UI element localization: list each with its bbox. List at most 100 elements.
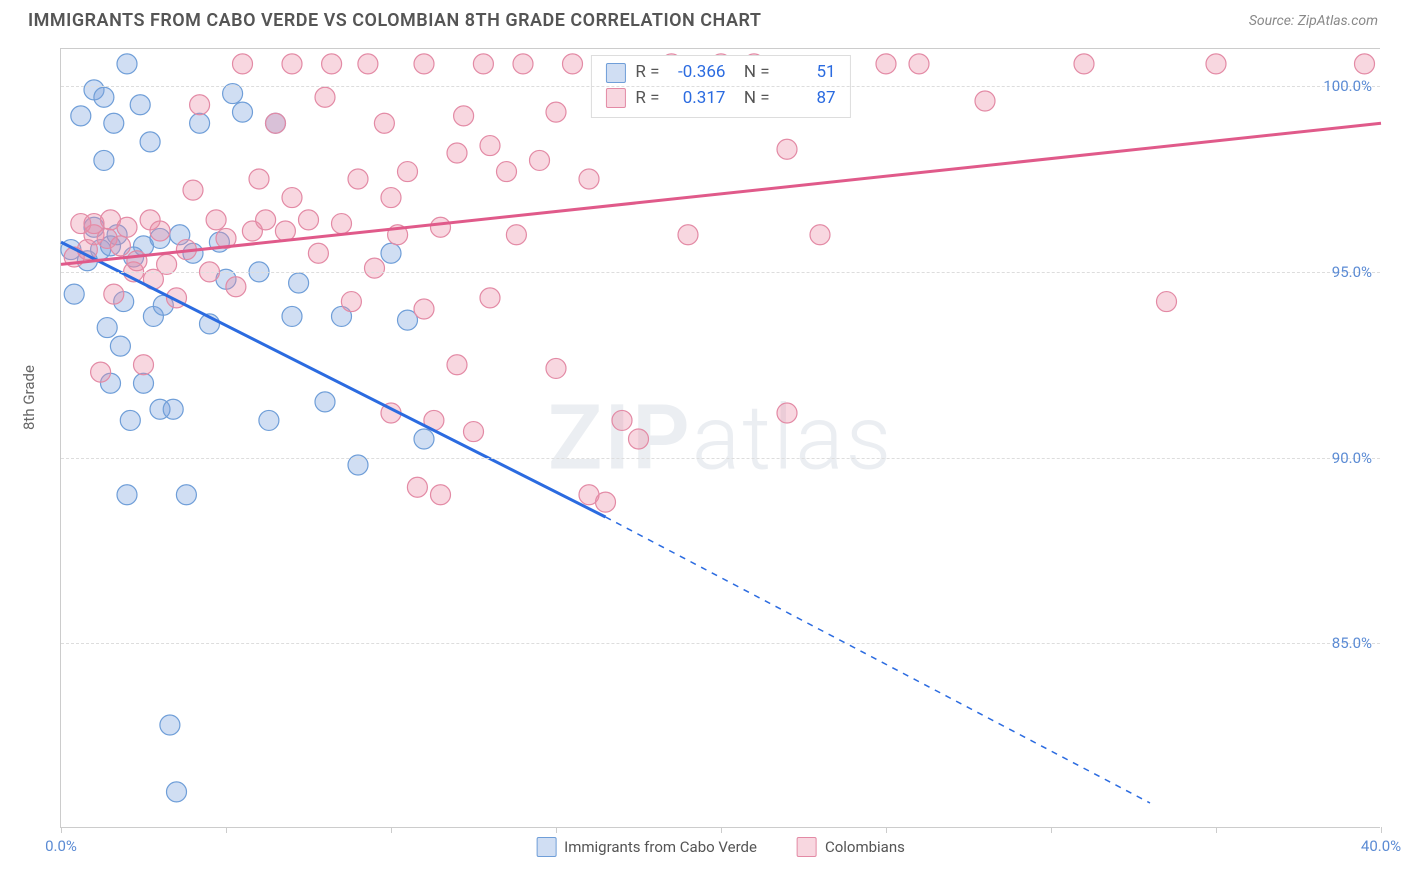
x-tick [391,827,392,833]
data-point [629,429,649,449]
data-point [233,102,253,122]
gridline [61,458,1380,459]
legend-item-0: Immigrants from Cabo Verde [536,837,757,857]
data-point [546,102,566,122]
data-point [1157,292,1177,312]
data-point [127,251,147,271]
x-tick [61,827,62,833]
gridline [61,86,1380,87]
data-point [374,113,394,133]
data-point [94,150,114,170]
data-point [282,188,302,208]
data-point [414,299,434,319]
x-tick [1381,827,1382,833]
x-tick [1216,827,1217,833]
data-point [431,217,451,237]
data-point [117,54,137,74]
data-point [497,162,517,182]
bottom-legend: Immigrants from Cabo Verde Colombians [536,837,905,857]
data-point [150,221,170,241]
x-tick [721,827,722,833]
gridline [61,643,1380,644]
data-point [167,782,187,802]
data-point [183,180,203,200]
data-point [332,214,352,234]
data-point [110,336,130,356]
n-value-0: 51 [780,60,836,86]
data-point [358,54,378,74]
data-point [134,373,154,393]
data-point [612,410,632,430]
data-point [117,485,137,505]
legend-label-0: Immigrants from Cabo Verde [564,838,757,856]
stats-row-series-0: R =-0.366 N =51 [605,60,835,86]
data-point [678,225,698,245]
scatter-svg [61,49,1380,827]
legend-label-1: Colombians [825,838,905,856]
x-tick [556,827,557,833]
r-value-1: 0.317 [669,86,725,112]
data-point [249,169,269,189]
data-point [160,715,180,735]
data-point [233,54,253,74]
legend-item-1: Colombians [797,837,905,857]
data-point [120,410,140,430]
data-point [381,243,401,263]
data-point [341,292,361,312]
data-point [176,485,196,505]
data-point [315,392,335,412]
y-axis-label: 8th Grade [20,365,38,430]
data-point [1074,54,1094,74]
trend-line-extrapolated [606,517,1151,803]
data-point [110,236,130,256]
trend-line [61,123,1381,264]
data-point [513,54,533,74]
swatch-series-1 [605,88,625,108]
data-point [71,106,91,126]
data-point [140,132,160,152]
data-point [91,362,111,382]
data-point [398,162,418,182]
data-point [414,429,434,449]
data-point [1206,54,1226,74]
data-point [777,403,797,423]
data-point [596,492,616,512]
data-point [64,284,84,304]
y-tick-label: 95.0% [1332,263,1372,281]
y-tick-label: 90.0% [1332,449,1372,467]
data-point [190,95,210,115]
data-point [530,150,550,170]
data-point [876,54,896,74]
data-point [256,210,276,230]
data-point [97,318,117,338]
data-point [289,273,309,293]
plot-area: ZIPatlas R =-0.366 N =51 R =0.317 N =87 … [60,48,1380,828]
data-point [117,217,137,237]
data-point [473,54,493,74]
data-point [381,188,401,208]
data-point [266,113,286,133]
data-point [447,143,467,163]
data-point [365,258,385,278]
data-point [104,113,124,133]
data-point [275,221,295,241]
data-point [480,136,500,156]
data-point [259,410,279,430]
data-point [226,277,246,297]
data-point [190,113,210,133]
data-point [308,243,328,263]
data-point [810,225,830,245]
x-tick-label: 0.0% [45,837,77,855]
data-point [163,399,183,419]
data-point [464,422,484,442]
gridline [61,272,1380,273]
data-point [130,95,150,115]
data-point [94,87,114,107]
data-point [299,210,319,230]
x-tick [1051,827,1052,833]
data-point [1355,54,1375,74]
data-point [322,54,342,74]
data-point [563,54,583,74]
x-tick [886,827,887,833]
data-point [431,485,451,505]
